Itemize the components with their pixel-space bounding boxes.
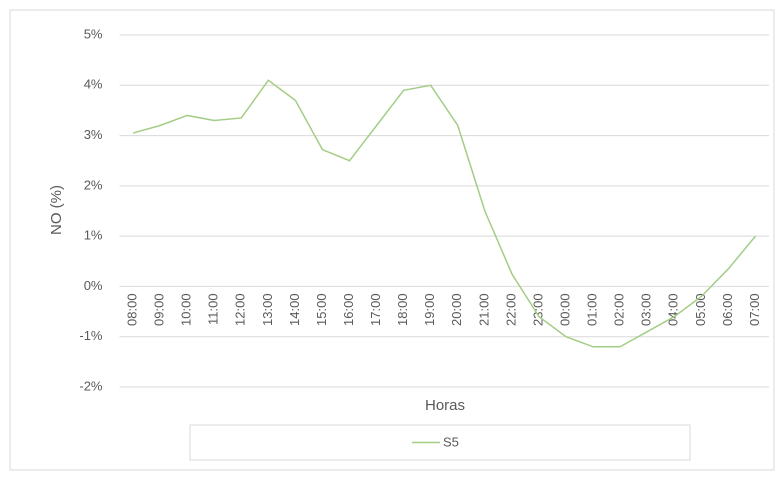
x-tick-label: 08:00: [124, 293, 139, 326]
x-tick-label: 12:00: [233, 293, 248, 326]
x-tick-label: 17:00: [368, 293, 383, 326]
x-tick-label: 00:00: [557, 293, 572, 326]
x-tick-label: 01:00: [585, 293, 600, 326]
y-tick-label: -1%: [79, 328, 103, 343]
y-tick-label: 1%: [84, 228, 103, 243]
x-tick-label: 23:00: [530, 293, 545, 326]
y-tick-label: 2%: [84, 177, 103, 192]
x-tick-label: 09:00: [152, 293, 167, 326]
y-axis-title: NO (%): [48, 185, 65, 235]
chart-border: [9, 9, 775, 471]
x-tick-label: 03:00: [639, 293, 654, 326]
x-tick-label: 02:00: [612, 293, 627, 326]
x-tick-label: 19:00: [422, 293, 437, 326]
x-axis-title: Horas: [425, 397, 465, 414]
x-tick-label: 20:00: [449, 293, 464, 326]
x-tick-label: 21:00: [476, 293, 491, 326]
x-tick-label: 15:00: [314, 293, 329, 326]
x-tick-label: 10:00: [179, 293, 194, 326]
x-tick-label: 07:00: [747, 293, 762, 326]
x-tick-label: 22:00: [503, 293, 518, 326]
x-tick-label: 16:00: [341, 293, 356, 326]
x-tick-label: 18:00: [395, 293, 410, 326]
y-tick-label: -2%: [79, 378, 103, 393]
y-tick-label: 5%: [84, 26, 103, 41]
y-tick-label: 4%: [84, 77, 103, 92]
line-series: [132, 79, 757, 348]
x-tick-label: 04:00: [666, 293, 681, 326]
legend-label: S5: [443, 434, 459, 449]
x-tick-label: 11:00: [206, 293, 221, 325]
x-tick-label: 06:00: [720, 293, 735, 326]
x-tick-label: 13:00: [260, 293, 275, 326]
x-tick-label: 05:00: [693, 293, 708, 326]
y-tick-label: 3%: [84, 127, 103, 142]
x-tick-label: 14:00: [287, 293, 302, 326]
y-tick-label: 0%: [84, 278, 103, 293]
